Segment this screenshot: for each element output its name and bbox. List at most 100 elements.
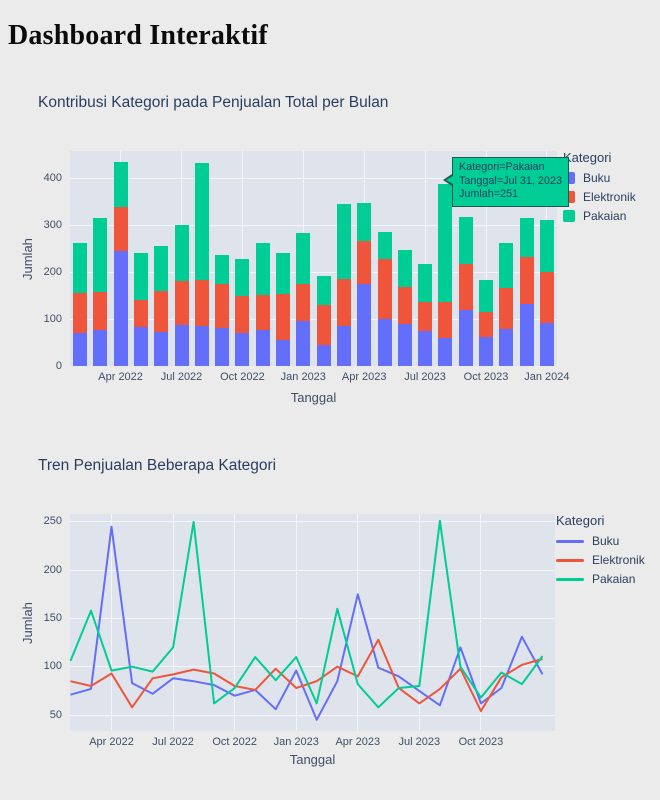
bar-stack[interactable] [418,264,433,366]
bar-stack[interactable] [194,162,209,366]
bar-stack[interactable] [113,162,128,366]
bar-chart-plot-area[interactable] [70,151,557,366]
bar-segment [194,280,209,327]
page-title: Dashboard Interaktif [8,20,268,51]
bar-stack[interactable] [154,246,169,366]
bar-segment [235,295,250,334]
bar-stack[interactable] [276,253,290,366]
line-y-tick-label: 50 [49,708,62,721]
line-series-elektronik[interactable] [70,638,543,713]
bar-stack[interactable] [377,232,392,366]
bar-segment [499,329,514,366]
bar-segment [296,232,311,285]
bar-segment [255,330,270,366]
bar-segment [194,162,209,281]
bar-x-tick-label: Apr 2023 [341,371,387,383]
tooltip-line-date: Tanggal=Jul 31, 2023 [459,174,562,187]
bar-x-tick-label: Oct 2022 [220,371,265,383]
tooltip-line-category: Kategori=Pakaian [459,161,545,173]
bar-segment [458,216,473,264]
bar-segment [113,250,128,366]
bar-y-tick-label: 0 [55,359,62,372]
bar-segment [539,272,554,323]
legend-swatch-icon [556,558,584,562]
legend-item-elektronik[interactable]: Elektronik [556,553,656,567]
bar-chart-title: Kontribusi Kategori pada Penjualan Total… [38,94,389,111]
bar-segment [113,207,128,251]
bar-stack[interactable] [235,258,250,366]
bar-segment [133,299,148,327]
bar-segment [499,287,514,330]
gridline [70,224,557,226]
bar-stack[interactable] [519,217,534,366]
bar-x-tick-label: Jan 2024 [524,371,570,383]
line-x-tick-label: Apr 2022 [89,736,134,748]
bar-segment [235,333,250,366]
line-chart-title: Tren Penjualan Beberapa Kategori [38,457,277,474]
bar-segment [154,246,169,291]
gridline [70,271,557,273]
bar-segment [377,232,392,260]
line-x-tick-label: Oct 2023 [458,736,504,748]
bar-segment [93,217,108,293]
bar-stack[interactable] [438,183,453,366]
bar-segment [316,344,331,366]
line-x-tick-label: Jan 2023 [273,736,319,748]
bar-y-tick-label: 200 [43,265,62,278]
bar-stack[interactable] [336,203,351,366]
bar-segment [499,243,514,288]
bar-segment [438,337,453,366]
bar-stack[interactable] [397,250,412,366]
bar-x-tick-label: Jul 2022 [160,371,203,383]
legend-swatch-icon [556,577,584,581]
bar-segment [458,309,473,366]
bar-stack[interactable] [357,202,372,366]
line-series-buku[interactable] [70,525,544,721]
bar-segment [336,203,351,280]
legend-item-pakaian[interactable]: Pakaian [556,572,656,586]
bar-stack[interactable] [255,242,270,366]
bar-y-tick-label: 100 [43,312,62,325]
gridline [418,514,420,731]
bar-segment [336,326,351,366]
line-series-pakaian[interactable] [69,519,544,709]
bar-stack[interactable] [296,232,311,366]
line-y-tick-label: 100 [43,660,62,673]
bar-segment [418,264,433,302]
legend-item-elektronik[interactable]: Elektronik [563,190,657,204]
gridline [70,318,557,320]
line-chart-canvas [69,519,544,721]
gridline [70,666,555,668]
bar-y-tick-label: 400 [43,171,62,184]
bar-stack[interactable] [174,225,189,366]
bar-segment [539,322,554,366]
gridline [357,514,359,731]
bar-stack[interactable] [73,242,87,366]
bar-segment [276,293,290,340]
bar-stack[interactable] [458,216,473,366]
bar-x-tick-label: Jan 2023 [280,371,326,383]
bar-segment [276,253,290,294]
bar-segment [357,241,372,284]
legend-item-pakaian[interactable]: Pakaian [563,209,657,223]
bar-segment [194,326,209,366]
bar-stack[interactable] [316,275,331,366]
gridline [70,177,557,179]
bar-segment [458,263,473,310]
bar-stack[interactable] [479,279,493,366]
legend-item-buku[interactable]: Buku [556,534,656,548]
legend-item-buku[interactable]: Buku [563,171,657,185]
bar-stack[interactable] [215,255,230,366]
bar-segment [519,304,534,366]
line-chart-plot-area[interactable] [69,514,555,731]
legend-item-label: Elektronik [592,553,645,567]
bar-stack[interactable] [539,219,554,366]
gridline [424,151,426,366]
bar-segment [357,283,372,366]
bar-stack[interactable] [93,217,108,366]
bar-stack[interactable] [499,243,514,366]
bar-segment [154,332,169,366]
line-legend-title: Kategori [556,513,605,528]
bar-segment [397,323,412,366]
bar-stack[interactable] [133,252,148,366]
